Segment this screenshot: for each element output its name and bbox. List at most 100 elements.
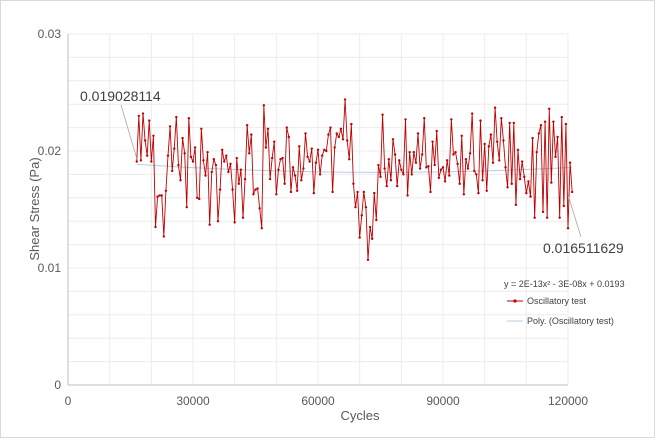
data-point xyxy=(402,173,405,176)
data-point xyxy=(137,114,141,118)
data-point xyxy=(264,146,268,149)
data-point xyxy=(281,156,284,160)
data-point xyxy=(462,193,466,196)
data-point xyxy=(306,155,309,159)
data-point xyxy=(170,169,174,173)
data-point xyxy=(568,161,572,164)
data-point xyxy=(279,157,282,161)
data-point xyxy=(260,227,263,230)
data-point xyxy=(175,115,178,119)
x-axis-title: Cycles xyxy=(340,408,380,423)
data-point xyxy=(414,161,418,164)
data-point xyxy=(323,148,326,152)
data-point xyxy=(454,150,457,154)
data-point xyxy=(245,124,249,127)
data-point xyxy=(183,152,186,155)
data-point xyxy=(273,140,276,143)
x-tick-label: 30000 xyxy=(176,394,210,408)
callout-label: 0.016511629 xyxy=(543,240,624,256)
data-point xyxy=(154,225,157,229)
grid-lines xyxy=(68,33,569,385)
series-layer xyxy=(135,98,574,262)
data-point xyxy=(195,196,199,199)
trendline-equation: y = 2E-13x² - 3E-08x + 0.0193 xyxy=(504,279,625,289)
data-point xyxy=(364,205,368,209)
y-tick-label: 0.01 xyxy=(38,261,62,275)
data-point xyxy=(268,177,272,181)
data-point xyxy=(189,155,193,159)
data-point xyxy=(466,167,470,170)
y-tick-label: 0.03 xyxy=(38,27,62,41)
data-point xyxy=(377,163,380,167)
data-point xyxy=(225,154,228,157)
data-point xyxy=(316,148,320,152)
data-point xyxy=(358,236,361,239)
data-point xyxy=(289,190,293,194)
data-point xyxy=(473,169,476,173)
data-point xyxy=(518,177,522,181)
data-point xyxy=(145,154,149,157)
data-point xyxy=(523,175,526,178)
data-point xyxy=(243,177,247,181)
callout-leader xyxy=(567,194,582,238)
data-point xyxy=(160,194,163,197)
data-point xyxy=(489,133,493,136)
data-point xyxy=(393,153,397,156)
data-point xyxy=(477,191,480,195)
data-point xyxy=(445,159,449,162)
callout-label: 0.019028114 xyxy=(80,88,161,104)
axes: 0 30000 60000 90000 120000 0 0.01 0.02 0.03 xyxy=(38,27,589,408)
data-point xyxy=(248,152,251,155)
data-point xyxy=(529,195,532,198)
data-point xyxy=(254,188,257,191)
trendline-layer xyxy=(136,163,573,173)
data-point xyxy=(514,203,518,207)
x-tick-label: 90000 xyxy=(426,394,460,408)
data-point xyxy=(360,214,363,217)
data-point xyxy=(352,182,355,185)
data-point xyxy=(141,112,145,115)
data-point xyxy=(216,220,220,223)
data-point xyxy=(283,182,286,185)
data-point xyxy=(337,135,341,139)
data-point xyxy=(562,204,566,208)
data-point xyxy=(212,157,216,161)
series-line-oscillatory xyxy=(136,99,573,261)
data-point xyxy=(387,157,391,161)
legend-label-oscillatory: Oscillatory test xyxy=(527,296,587,306)
data-point xyxy=(418,167,422,170)
data-point xyxy=(320,154,324,157)
data-point xyxy=(558,216,561,219)
data-point xyxy=(164,189,168,192)
data-point xyxy=(368,225,372,229)
data-point xyxy=(441,166,445,169)
data-point xyxy=(343,98,347,101)
data-point xyxy=(506,186,509,189)
data-point xyxy=(291,166,295,169)
data-point xyxy=(293,174,297,177)
data-point xyxy=(202,159,205,162)
data-point xyxy=(391,138,395,141)
data-point xyxy=(483,142,486,146)
data-point xyxy=(433,163,436,167)
data-point xyxy=(406,194,409,197)
y-axis-title: Shear Stress (Pa) xyxy=(27,157,42,260)
data-point xyxy=(218,188,222,191)
data-point xyxy=(135,160,138,163)
data-point xyxy=(262,104,266,107)
data-point xyxy=(491,161,495,164)
x-tick-label: 0 xyxy=(65,394,72,408)
data-point xyxy=(508,121,511,125)
data-point xyxy=(310,147,313,150)
data-point xyxy=(229,162,232,166)
data-point xyxy=(375,218,378,222)
data-point xyxy=(431,140,434,143)
data-point xyxy=(554,155,557,159)
data-point xyxy=(331,190,334,194)
data-point xyxy=(362,190,366,194)
data-point xyxy=(525,191,528,195)
data-point xyxy=(298,145,301,148)
data-point xyxy=(500,117,503,120)
data-point xyxy=(312,191,316,195)
